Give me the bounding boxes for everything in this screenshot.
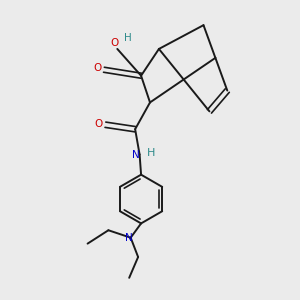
Text: H: H [124, 33, 132, 43]
Text: O: O [110, 38, 118, 48]
Text: O: O [93, 63, 101, 73]
Text: N: N [132, 150, 140, 160]
Text: H: H [147, 148, 155, 158]
Text: N: N [125, 233, 133, 243]
Text: O: O [95, 119, 103, 129]
